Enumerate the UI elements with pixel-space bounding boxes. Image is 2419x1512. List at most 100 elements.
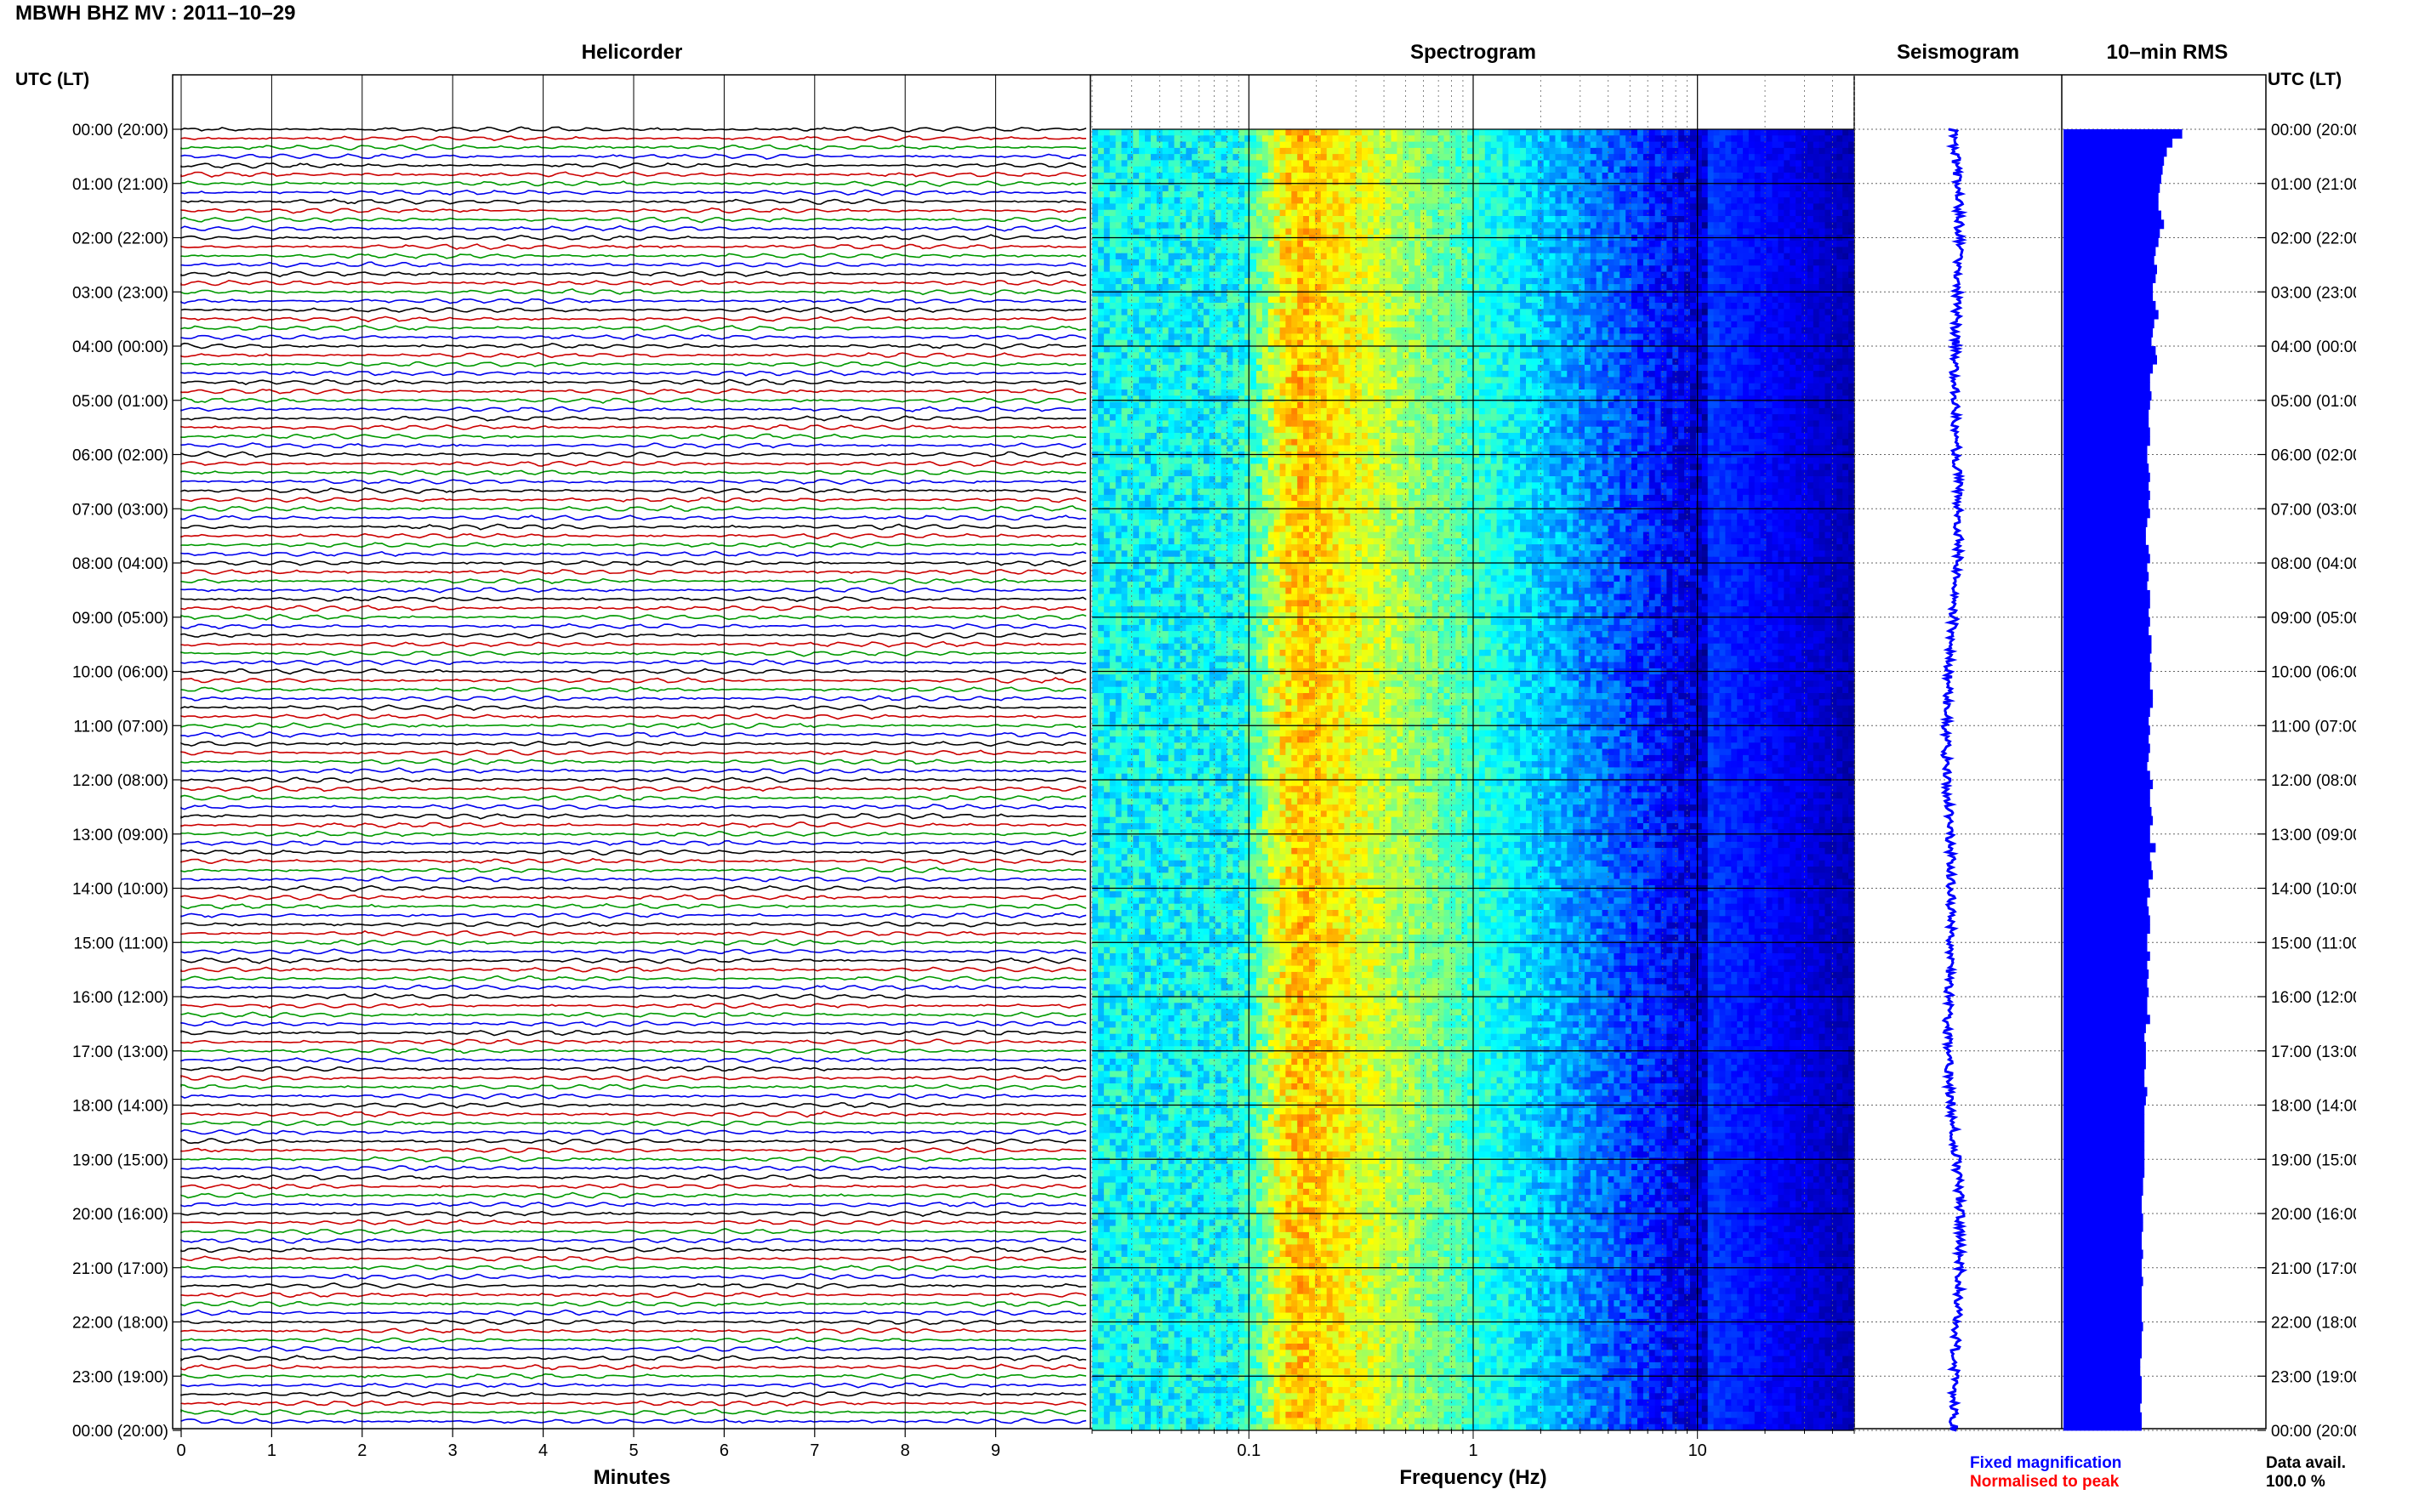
spectrogram-cell: [1362, 209, 1369, 217]
spectrogram-cell: [1297, 364, 1304, 372]
spectrogram-cell: [1619, 277, 1626, 285]
spectrogram-cell: [1543, 190, 1551, 198]
spectrogram-cell: [1737, 315, 1744, 322]
spectrogram-cell: [1660, 209, 1668, 217]
spectrogram-cell: [1309, 327, 1316, 334]
spectrogram-cell: [1344, 321, 1351, 328]
spectrogram-cell: [1760, 135, 1767, 143]
spectrogram-cell: [1285, 129, 1292, 136]
spectrogram-cell: [1672, 147, 1679, 155]
spectrogram-cell: [1790, 253, 1796, 260]
spectrogram-cell: [1204, 209, 1210, 217]
spectrogram-cell: [1567, 135, 1574, 143]
spectrogram-cell: [1303, 346, 1310, 353]
spectrogram-cell: [1227, 154, 1233, 161]
spectrogram-cell: [1267, 154, 1275, 161]
spectrogram-cell: [1103, 135, 1111, 143]
spectrogram-cell: [1772, 160, 1779, 168]
spectrogram-cell: [1356, 179, 1363, 186]
spectrogram-cell: [1654, 358, 1662, 366]
spectrogram-cell: [1526, 129, 1533, 136]
spectrogram-cell: [1707, 284, 1715, 291]
spectrogram-cell: [1796, 290, 1802, 298]
spectrogram-cell: [1320, 327, 1328, 334]
spectrogram-cell: [1778, 173, 1784, 179]
spectrogram-cell: [1625, 197, 1632, 204]
spectrogram-cell: [1778, 141, 1784, 149]
spectrogram-cell: [1526, 303, 1533, 310]
spectrogram-cell: [1326, 228, 1334, 236]
spectrogram-cell: [1127, 333, 1134, 341]
spectrogram-cell: [1848, 346, 1854, 353]
spectrogram-cell: [1561, 203, 1568, 211]
spectrogram-cell: [1836, 339, 1843, 347]
spectrogram-cell: [1642, 241, 1650, 247]
spectrogram-cell: [1754, 346, 1762, 353]
spectrogram-cell: [1760, 209, 1767, 217]
spectrogram-cell: [1660, 358, 1668, 366]
spectrogram-cell: [1227, 197, 1233, 204]
spectrogram-cell: [1590, 203, 1597, 211]
spectrogram-cell: [1819, 346, 1826, 353]
spectrogram-cell: [1437, 333, 1445, 341]
spectrogram-cell: [1103, 259, 1111, 266]
spectrogram-cell: [1338, 346, 1345, 353]
spectrogram-cell: [1619, 209, 1626, 217]
spectrogram-cell: [1279, 321, 1287, 328]
spectrogram-cell: [1338, 185, 1345, 192]
spectrogram-cell: [1772, 185, 1779, 192]
spectrogram-cell: [1713, 141, 1721, 149]
spectrogram-cell: [1743, 173, 1750, 179]
spectrogram-cell: [1590, 259, 1597, 266]
spectrogram-cell: [1614, 241, 1620, 247]
spectrogram-cell: [1156, 284, 1164, 291]
spectrogram-cell: [1531, 346, 1539, 353]
spectrogram-cell: [1186, 346, 1192, 353]
spectrogram-cell: [1725, 241, 1732, 247]
spectrogram-cell: [1796, 179, 1802, 186]
spectrogram-cell: [1807, 203, 1814, 211]
spectrogram-cell: [1526, 309, 1533, 316]
spectrogram-cell: [1467, 154, 1474, 161]
spectrogram-cell: [1238, 333, 1245, 341]
spectrogram-cell: [1579, 290, 1585, 298]
spectrogram-cell: [1772, 346, 1779, 353]
spectrogram-cell: [1250, 290, 1257, 298]
spectrogram-cell: [1238, 358, 1245, 366]
spectrogram-cell: [1567, 352, 1574, 360]
spectrogram-cell: [1648, 228, 1656, 236]
spectrogram-cell: [1192, 290, 1198, 298]
spectrogram-cell: [1590, 241, 1597, 247]
spectrogram-cell: [1836, 222, 1843, 230]
spectrogram-cell: [1367, 190, 1375, 198]
spectrogram-cell: [1642, 203, 1650, 211]
spectrogram-cell: [1660, 352, 1668, 360]
spectrogram-cell: [1115, 284, 1123, 291]
spectrogram-cell: [1209, 296, 1216, 304]
spectrogram-cell: [1690, 271, 1697, 279]
spectrogram-cell: [1285, 358, 1292, 366]
spectrogram-cell: [1807, 265, 1814, 273]
spectrogram-cell: [1731, 277, 1738, 285]
spectrogram-cell: [1502, 141, 1509, 149]
spectrogram-cell: [1338, 154, 1345, 161]
spectrogram-cell: [1273, 309, 1281, 316]
spectrogram-cell: [1707, 259, 1715, 266]
spectrogram-cell: [1256, 190, 1263, 198]
spectrogram-cell: [1754, 203, 1762, 211]
spectrogram-cell: [1602, 321, 1609, 328]
spectrogram-cell: [1502, 259, 1509, 266]
spectrogram-cell: [1760, 166, 1767, 173]
spectrogram-cell: [1145, 296, 1152, 304]
spectrogram-cell: [1426, 309, 1433, 316]
spectrogram-cell: [1678, 309, 1685, 316]
spectrogram-cell: [1221, 277, 1228, 285]
spectrogram-cell: [1690, 228, 1697, 236]
spectrogram-cell: [1409, 228, 1415, 236]
spectrogram-cell: [1309, 160, 1316, 168]
spectrogram-cell: [1385, 185, 1392, 192]
spectrogram-cell: [1807, 228, 1814, 236]
spectrogram-cell: [1356, 358, 1363, 366]
spectrogram-cell: [1461, 185, 1468, 192]
spectrogram-cell: [1619, 147, 1626, 155]
